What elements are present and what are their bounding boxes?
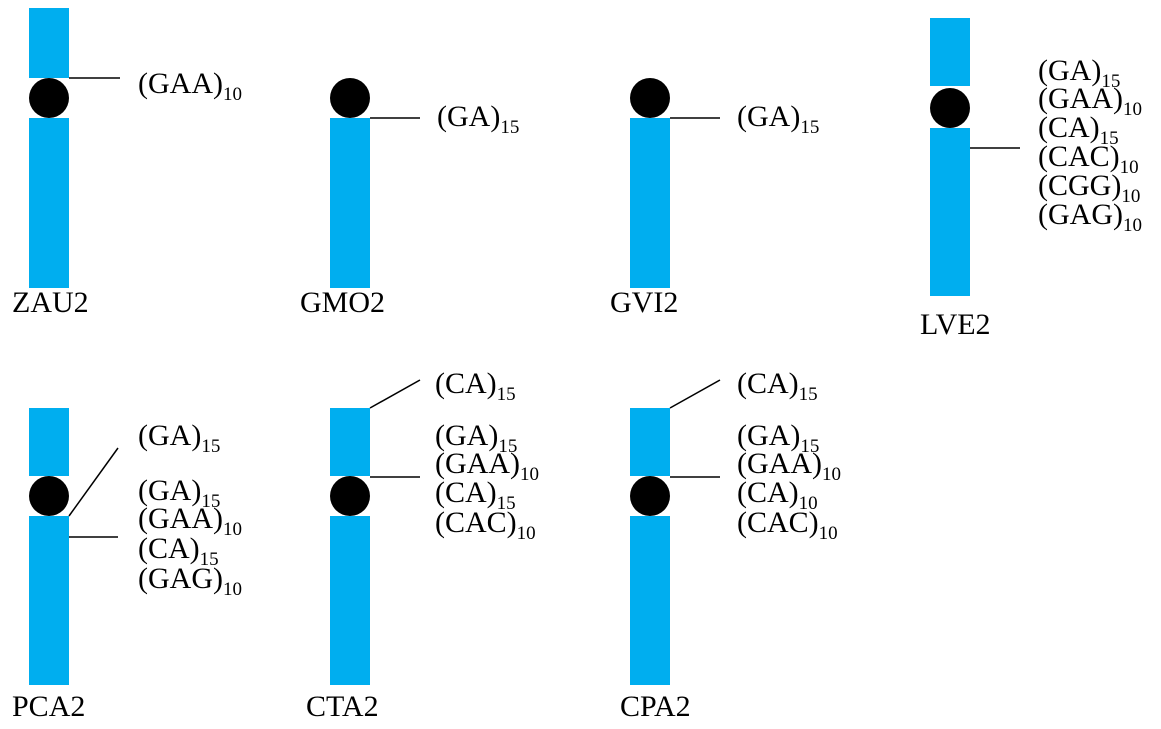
centromere bbox=[29, 476, 69, 516]
chromosome: GMO2 (GA)15 bbox=[300, 78, 519, 319]
repeat-count: 10 bbox=[517, 523, 536, 544]
repeat-annotation: (GA)15 bbox=[437, 100, 519, 138]
chromosome-arm bbox=[330, 516, 370, 685]
chromosome-arm bbox=[930, 18, 970, 86]
repeat-count: 10 bbox=[223, 84, 242, 105]
repeat-count: 15 bbox=[500, 117, 519, 138]
repeat-motif: (GA) bbox=[737, 100, 800, 133]
repeat-count: 10 bbox=[819, 523, 838, 544]
repeat-annotation: (GA)15 bbox=[138, 419, 220, 457]
repeat-count: 10 bbox=[1121, 186, 1140, 207]
chromosome-arm bbox=[330, 118, 370, 288]
chromosome-label: CTA2 bbox=[306, 690, 379, 723]
centromere bbox=[330, 476, 370, 516]
centromere bbox=[630, 78, 670, 118]
chromosome-arm bbox=[29, 8, 69, 78]
repeat-count: 15 bbox=[800, 117, 819, 138]
repeat-count: 15 bbox=[799, 384, 818, 405]
chromosome-arm bbox=[630, 408, 670, 476]
chromosome: PCA2(GA)15(GA)15(GAA)10(CA)15(GAG)10 bbox=[12, 408, 242, 723]
repeat-motif: (CA) bbox=[737, 367, 799, 400]
chromosome: LVE2(GA)15(GAA)10(CA)15(CAC)10(CGG)10(GA… bbox=[920, 18, 1142, 341]
repeat-count: 10 bbox=[1120, 157, 1139, 178]
repeat-annotation: (GAG)10 bbox=[138, 562, 242, 600]
repeat-motif: (CA) bbox=[435, 367, 497, 400]
chromosome-arm bbox=[330, 408, 370, 476]
chromosome: GVI2 (GA)15 bbox=[610, 78, 819, 319]
chromosome-arm bbox=[29, 408, 69, 476]
repeat-annotation: (GAA)10 bbox=[138, 67, 242, 105]
repeat-annotation: (CAC)10 bbox=[737, 506, 838, 544]
centromere bbox=[630, 476, 670, 516]
repeat-motif: (GAA) bbox=[138, 67, 223, 100]
repeat-count: 10 bbox=[1123, 99, 1142, 120]
chromosome-label: PCA2 bbox=[12, 690, 85, 723]
repeat-count: 15 bbox=[201, 436, 220, 457]
chromosome: ZAU2 (GAA)10 bbox=[12, 8, 242, 319]
repeat-annotation: (CAC)10 bbox=[435, 506, 536, 544]
chromosome-arm bbox=[930, 128, 970, 296]
chromosome: CPA2(CA)15(GA)15(GAA)10(CA)10(CAC)10 bbox=[620, 367, 841, 723]
diagram: ZAU2(GAA)10GMO2(GA)15GVI2(GA)15LVE2(GA)1… bbox=[0, 0, 1161, 729]
repeat-count: 15 bbox=[497, 384, 516, 405]
repeat-count: 10 bbox=[223, 519, 242, 540]
chromosome: CTA2(CA)15(GA)15(GAA)10(CA)15(CAC)10 bbox=[306, 367, 539, 723]
repeat-motif: (GAG) bbox=[138, 562, 223, 595]
repeat-count: 10 bbox=[1123, 215, 1142, 236]
chromosome-arm bbox=[630, 516, 670, 685]
repeat-count: 10 bbox=[822, 464, 841, 485]
chromosome-label: LVE2 bbox=[920, 308, 991, 341]
centromere bbox=[29, 78, 69, 118]
chromosome-arm bbox=[630, 118, 670, 288]
repeat-motif: (CA) bbox=[737, 476, 799, 509]
repeat-motif: (GA) bbox=[437, 100, 500, 133]
chromosome-arm bbox=[29, 516, 69, 685]
chromosome-label: CPA2 bbox=[620, 690, 691, 723]
repeat-annotation: (CA)15 bbox=[435, 367, 516, 405]
repeat-motif: (CAC) bbox=[435, 506, 517, 539]
repeat-motif: (CA) bbox=[435, 476, 497, 509]
repeat-motif: (GA) bbox=[138, 419, 201, 452]
pointer-line bbox=[69, 448, 118, 516]
chromosome-label: ZAU2 bbox=[12, 286, 89, 319]
repeat-motif: (CAC) bbox=[737, 506, 819, 539]
pointer-line bbox=[670, 380, 720, 408]
pointer-line bbox=[370, 380, 420, 408]
repeat-motif: (CA) bbox=[138, 532, 200, 565]
chromosome-label: GVI2 bbox=[610, 286, 678, 319]
chromosome-label: GMO2 bbox=[300, 286, 385, 319]
centromere bbox=[330, 78, 370, 118]
repeat-annotation: (CA)15 bbox=[737, 367, 818, 405]
repeat-motif: (GAA) bbox=[138, 502, 223, 535]
repeat-count: 10 bbox=[520, 464, 539, 485]
centromere bbox=[930, 88, 970, 128]
repeat-annotation: (GA)15 bbox=[737, 100, 819, 138]
repeat-motif: (GAG) bbox=[1038, 198, 1123, 231]
repeat-count: 10 bbox=[223, 579, 242, 600]
chromosome-arm bbox=[29, 118, 69, 288]
